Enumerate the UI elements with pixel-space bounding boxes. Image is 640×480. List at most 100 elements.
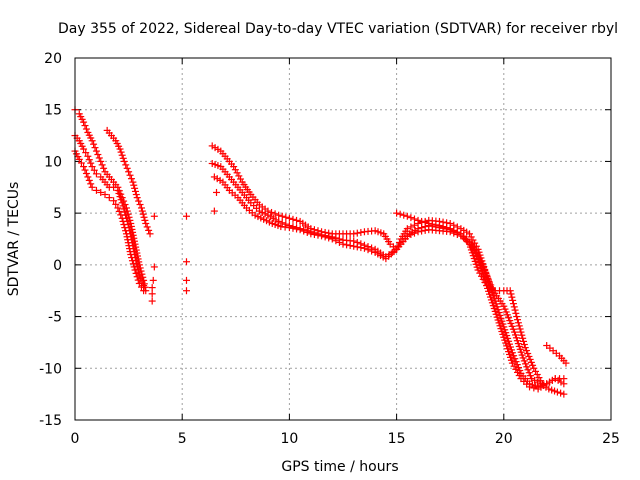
- data-point: [127, 251, 135, 259]
- data-point-interp: [126, 171, 134, 179]
- data-point-interp: [514, 316, 522, 324]
- data-point: [182, 258, 190, 266]
- data-point-interp: [479, 275, 487, 283]
- data-point: [150, 263, 158, 271]
- y-tick-label: 5: [53, 206, 62, 222]
- data-point-interp: [510, 303, 518, 311]
- data-point-interp: [119, 202, 127, 210]
- data-point: [350, 242, 358, 250]
- data-point-interp: [476, 269, 484, 277]
- data-point: [435, 222, 443, 230]
- y-tick-label: -10: [39, 361, 62, 377]
- data-point-interp: [303, 228, 311, 236]
- data-point: [403, 232, 411, 240]
- data-point-interp: [527, 358, 535, 366]
- data-point-interp: [121, 208, 129, 216]
- data-point-interp: [508, 293, 516, 301]
- data-point: [84, 152, 92, 160]
- data-point: [360, 244, 368, 252]
- data-point-interp: [395, 238, 403, 246]
- data-point-interp: [515, 372, 523, 380]
- data-point: [135, 279, 143, 287]
- data-point: [339, 240, 347, 248]
- data-point: [296, 226, 304, 234]
- data-point-interp: [346, 242, 354, 250]
- data-point: [131, 266, 139, 274]
- data-point-interp: [407, 231, 415, 239]
- data-point-interp: [126, 245, 134, 253]
- data-point: [92, 147, 100, 155]
- data-point-interp: [139, 210, 147, 218]
- data-point: [285, 214, 293, 222]
- data-point: [285, 224, 293, 232]
- data-point-interp: [524, 366, 532, 374]
- data-point-interp: [134, 276, 142, 284]
- data-point-interp: [117, 211, 125, 219]
- data-point: [97, 188, 105, 196]
- data-point-interp: [122, 161, 130, 169]
- data-point-interp: [526, 372, 534, 380]
- data-point-interp: [77, 159, 85, 167]
- data-point-interp: [136, 201, 144, 209]
- x-tick-label: 15: [388, 431, 406, 447]
- data-point: [553, 388, 561, 396]
- data-point-interp: [557, 389, 565, 397]
- data-point-interp: [143, 223, 151, 231]
- y-tick-label: -15: [39, 413, 62, 429]
- data-point-interp: [117, 196, 125, 204]
- data-point-interp: [325, 234, 333, 242]
- data-point: [114, 186, 122, 194]
- data-point: [508, 359, 516, 367]
- data-point: [230, 163, 238, 171]
- data-point-interp: [410, 215, 418, 223]
- data-point: [120, 157, 128, 165]
- data-point: [318, 232, 326, 240]
- data-point-interp: [532, 367, 540, 375]
- data-point: [92, 186, 100, 194]
- data-point-interp: [410, 229, 418, 237]
- data-point-interp: [293, 216, 301, 224]
- data-point: [133, 194, 141, 202]
- data-point-interp: [300, 227, 308, 235]
- data-point: [142, 219, 150, 227]
- data-point-interp: [511, 306, 519, 314]
- data-point-interp: [119, 154, 127, 162]
- data-point-interp: [511, 355, 519, 363]
- data-point-interp: [120, 221, 128, 229]
- plot-frame: [74, 57, 612, 421]
- data-point: [148, 290, 156, 298]
- data-point-interp: [120, 205, 128, 213]
- data-point-interp: [523, 363, 531, 371]
- data-point-interp: [235, 172, 243, 180]
- data-point-interp: [512, 309, 520, 317]
- data-point-interp: [81, 166, 89, 174]
- data-point: [118, 214, 126, 222]
- data-point-interp: [133, 273, 141, 281]
- data-point-interp: [126, 248, 134, 256]
- data-point-interp: [90, 166, 98, 174]
- data-point-interp: [90, 140, 98, 148]
- data-point-interp: [410, 221, 418, 229]
- data-point-interp: [127, 175, 135, 183]
- data-point-interp: [520, 340, 528, 348]
- data-point-interp: [94, 151, 102, 159]
- data-point-interp: [268, 208, 276, 216]
- data-point: [519, 354, 527, 362]
- data-point-interp: [353, 243, 361, 251]
- data-point-interp: [118, 151, 126, 159]
- data-point-interp: [522, 347, 530, 355]
- data-point-interp: [418, 217, 426, 225]
- data-point-interp: [138, 207, 146, 215]
- y-tick-label: -5: [48, 310, 62, 326]
- data-point-interp: [115, 189, 123, 197]
- data-point-interp: [467, 233, 475, 241]
- data-point: [88, 183, 96, 191]
- y-tick-labels: -15 -10 -5 0 5 10 15 20: [39, 51, 62, 429]
- data-point-interp: [343, 241, 351, 249]
- data-point-interp: [85, 156, 93, 164]
- data-point-interp: [421, 218, 429, 226]
- data-point-interp: [87, 180, 95, 188]
- data-point-interp: [82, 149, 90, 157]
- data-point-interp: [472, 242, 480, 250]
